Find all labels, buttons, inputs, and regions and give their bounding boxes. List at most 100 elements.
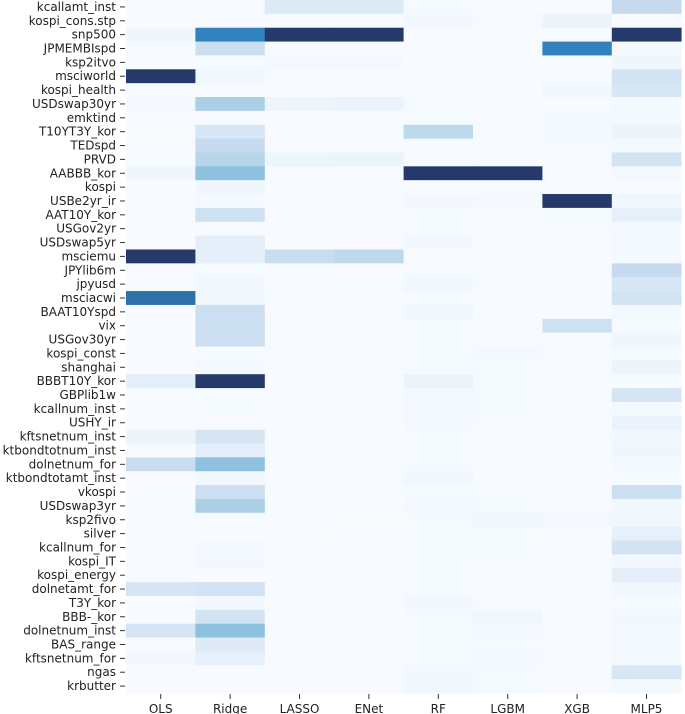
heatmap-cell — [542, 83, 613, 98]
heatmap-cell — [195, 152, 266, 167]
heatmap-cell — [195, 124, 266, 139]
heatmap-cell — [542, 55, 613, 70]
heatmap-cell — [611, 194, 682, 209]
heatmap-cell — [473, 249, 543, 264]
heatmap-cell — [126, 651, 196, 666]
heatmap-cell — [334, 180, 404, 195]
heatmap-cell — [264, 318, 335, 334]
row-labels: kcallamt_instkospi_cons.stpsnp500JPMEMBI… — [3, 0, 125, 693]
heatmap-cell — [126, 138, 196, 153]
heatmap-cell — [334, 415, 404, 431]
heatmap-cell — [264, 194, 335, 209]
heatmap-cell — [195, 318, 266, 334]
heatmap-cell — [542, 443, 613, 458]
heatmap-cell — [195, 263, 266, 278]
heatmap-cell — [542, 485, 613, 500]
row-label: T3Y_kor — [68, 596, 116, 610]
heatmap-cell — [542, 291, 613, 306]
heatmap-cell — [611, 152, 682, 167]
heatmap-cell — [542, 665, 613, 680]
heatmap-cell — [195, 679, 266, 694]
heatmap-cell — [403, 124, 474, 139]
heatmap-cell — [611, 138, 682, 153]
heatmap-cell — [473, 0, 543, 15]
heatmap-cell — [403, 41, 474, 56]
heatmap-cell — [264, 69, 335, 84]
heatmap-cell — [195, 623, 266, 638]
heatmap-cell — [611, 41, 682, 56]
heatmap-cell — [403, 401, 474, 417]
heatmap-cell — [473, 124, 543, 139]
row-label: kospi_const — [46, 346, 116, 360]
heatmap-cell — [542, 346, 613, 361]
heatmap-cell — [542, 263, 613, 278]
heatmap-cell — [126, 304, 196, 320]
row-label: JPMEMBIspd — [43, 42, 116, 56]
heatmap-cell — [403, 263, 474, 278]
heatmap-cell — [195, 110, 266, 126]
row-label: vix — [98, 319, 116, 333]
heatmap-cell — [473, 13, 543, 29]
heatmap-cell — [403, 249, 474, 264]
heatmap-cell — [126, 97, 196, 112]
heatmap-cell — [126, 69, 196, 84]
heatmap-cell — [126, 498, 196, 514]
heatmap-cell — [264, 471, 335, 486]
heatmap-cell — [264, 13, 335, 29]
heatmap-cell — [611, 388, 682, 403]
heatmap-cell — [611, 471, 682, 486]
heatmap-cell — [126, 166, 196, 181]
heatmap-cell — [126, 13, 196, 29]
heatmap-cell — [611, 83, 682, 98]
heatmap-cell — [403, 498, 474, 514]
heatmap-cell — [195, 512, 266, 528]
heatmap-cell — [126, 27, 196, 42]
row-label: kcallamt_inst — [37, 0, 117, 14]
heatmap-cell — [264, 55, 335, 70]
heatmap-cell — [334, 0, 404, 15]
heatmap-cell — [611, 665, 682, 680]
heatmap-cell — [473, 388, 543, 403]
heatmap-cell — [264, 304, 335, 320]
heatmap-cell — [195, 13, 266, 29]
heatmap-cell — [542, 221, 613, 237]
heatmap-cell — [473, 582, 543, 597]
column-label: MLP5 — [631, 702, 663, 714]
heatmap-cell — [611, 429, 682, 444]
heatmap-cell — [126, 277, 196, 292]
heatmap-cell — [473, 554, 543, 569]
heatmap-cell — [334, 291, 404, 306]
heatmap-cell — [611, 346, 682, 361]
row-label: USHY_ir — [69, 416, 116, 430]
heatmap-cell — [195, 415, 266, 431]
heatmap-cell — [264, 249, 335, 264]
heatmap-cell — [264, 568, 335, 583]
heatmap-cell — [542, 471, 613, 486]
row-label: kcallnum_for — [39, 540, 116, 554]
heatmap-cell — [403, 97, 474, 112]
row-label: kospi_cons.stp — [29, 14, 116, 28]
heatmap-cell — [403, 609, 474, 625]
heatmap-cell — [264, 180, 335, 195]
heatmap-cell — [126, 41, 196, 56]
heatmap-cell — [195, 332, 266, 347]
heatmap-cell — [611, 55, 682, 70]
heatmap-cell — [473, 221, 543, 237]
heatmap-cell — [195, 235, 266, 250]
heatmap-cell — [334, 679, 404, 694]
heatmap-cell — [473, 263, 543, 278]
row-label: BAS_range — [51, 637, 116, 651]
heatmap-cell — [611, 0, 682, 15]
heatmap-cell — [542, 277, 613, 292]
heatmap-cell — [403, 443, 474, 458]
heatmap-cell — [264, 360, 335, 375]
heatmap-cell — [334, 83, 404, 98]
heatmap-cell — [403, 512, 474, 528]
row-label: USGov30yr — [49, 333, 117, 347]
heatmap-cell — [542, 360, 613, 375]
row-label: GBPlib1w — [59, 388, 116, 402]
heatmap-cell — [403, 346, 474, 361]
heatmap-cell — [542, 401, 613, 417]
heatmap-cell — [542, 388, 613, 403]
heatmap-cell — [126, 679, 196, 694]
